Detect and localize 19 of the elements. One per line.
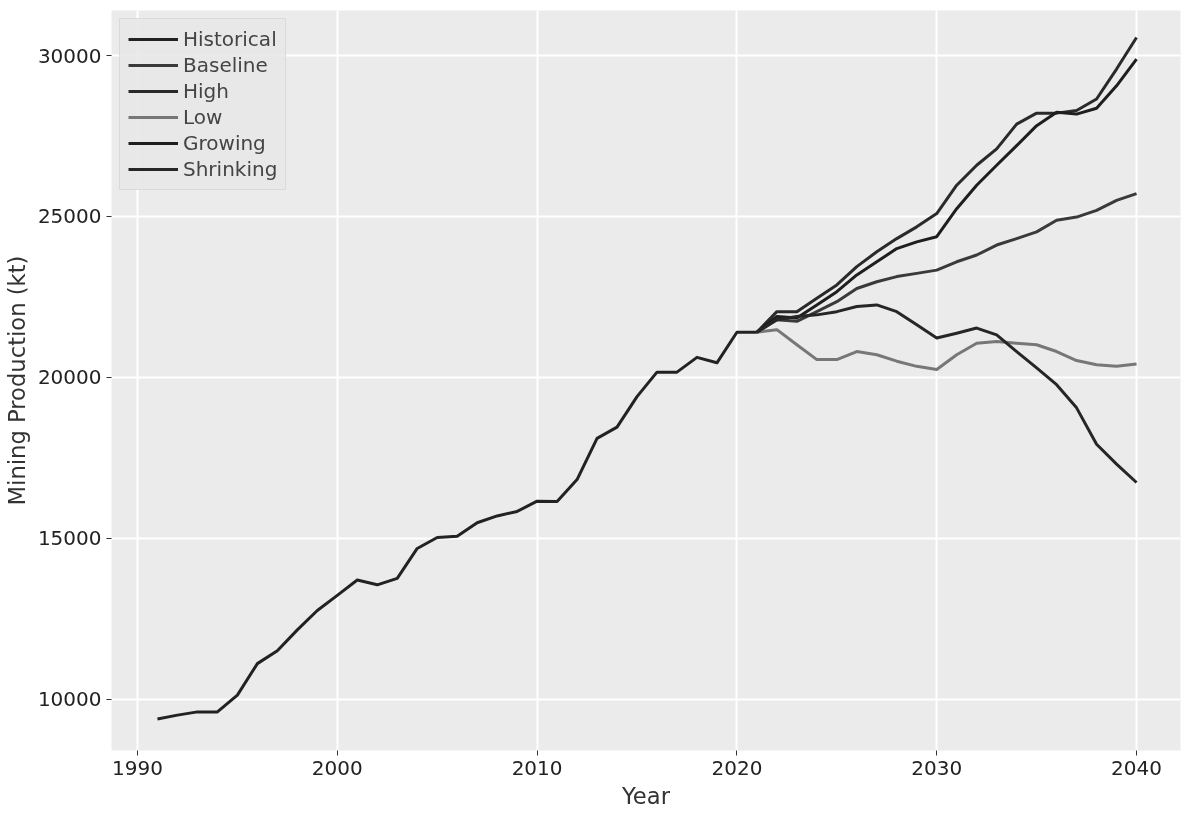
y-tick-label: 10000 <box>37 687 102 712</box>
x-tick-label: 2010 <box>511 755 563 780</box>
legend-label: Baseline <box>183 53 268 77</box>
y-tick-label: 20000 <box>37 365 102 390</box>
x-tick-label: 2020 <box>711 755 763 780</box>
y-tick-label: 15000 <box>37 526 102 551</box>
x-tick-label: 1990 <box>112 755 163 780</box>
y-tick-label: 25000 <box>37 204 102 229</box>
x-axis-title: Year <box>621 782 671 809</box>
x-tick-label: 2040 <box>1111 755 1162 780</box>
legend-label: High <box>183 79 229 103</box>
legend-label: Growing <box>183 131 266 155</box>
y-axis-title: Mining Production (kt) <box>3 255 30 506</box>
legend-label: Low <box>183 105 223 129</box>
legend-label: Shrinking <box>183 157 278 181</box>
x-tick-label: 2000 <box>311 755 363 780</box>
y-tick-label: 30000 <box>37 43 102 68</box>
x-tick-label: 2030 <box>911 755 963 780</box>
legend-label: Historical <box>183 27 277 51</box>
